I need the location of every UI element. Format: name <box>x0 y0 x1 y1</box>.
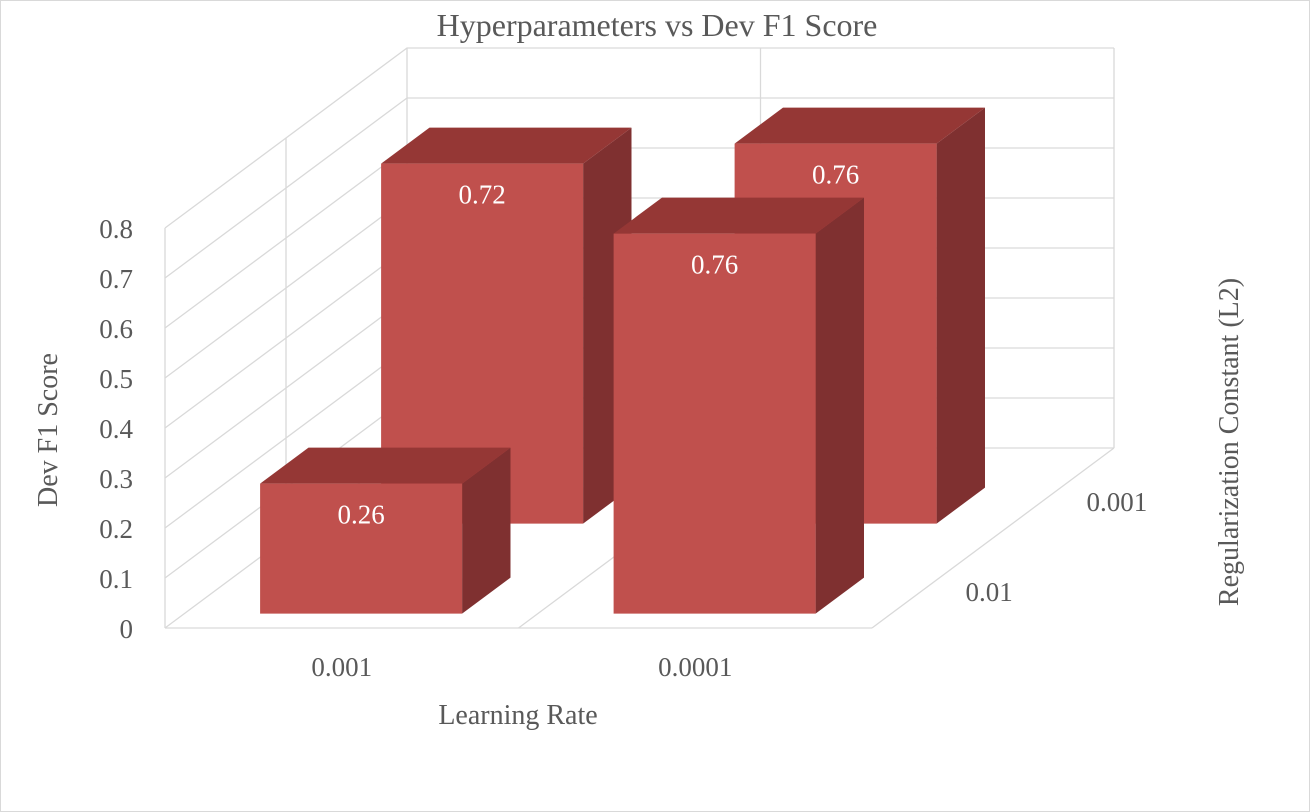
bar-top <box>613 197 864 234</box>
bar-side <box>462 447 511 614</box>
y-axis-title: Dev F1 Score <box>33 353 64 507</box>
bar-top <box>381 127 632 164</box>
y-tick-label: 0 <box>120 614 134 644</box>
axis-labels: 0 0.1 0.2 0.3 0.4 0.5 0.6 0.7 0.8 0.001 0.0001 0.01… <box>99 214 1147 682</box>
data-label: 0.76 <box>691 250 738 280</box>
floor-edge <box>871 447 1115 629</box>
z-tick-label: 0.01 <box>966 577 1013 607</box>
bar-side <box>936 107 985 524</box>
bar-front <box>381 163 584 524</box>
y-tick-label: 0.6 <box>99 314 133 344</box>
y-tick-label: 0.4 <box>99 414 133 444</box>
bar-front <box>613 233 816 614</box>
y-tick-label: 0.3 <box>99 464 133 494</box>
bar: 0.76 <box>613 197 864 614</box>
bars: 0.72 0.76 0.26 0.76 <box>260 107 985 614</box>
bar-side <box>815 197 864 614</box>
data-label: 0.72 <box>458 180 505 210</box>
data-label: 0.76 <box>812 160 859 190</box>
y-tick-label: 0.7 <box>99 264 133 294</box>
bar: 0.26 <box>260 447 511 614</box>
y-tick-label: 0.5 <box>99 364 133 394</box>
x-tick-label: 0.0001 <box>658 652 732 682</box>
x-tick-label: 0.001 <box>311 652 372 682</box>
chart-title: Hyperparameters vs Dev F1 Score <box>437 7 878 43</box>
bar-top <box>260 447 511 484</box>
y-tick-label: 0.2 <box>99 514 133 544</box>
bar-front <box>260 483 463 614</box>
z-axis-title: Regularization Constant (L2) <box>1214 278 1245 606</box>
data-label: 0.26 <box>337 500 384 530</box>
y-tick-label: 0.1 <box>99 564 133 594</box>
z-tick-label: 0.001 <box>1087 487 1148 517</box>
y-tick-label: 0.8 <box>99 214 133 244</box>
bar-top <box>734 107 985 144</box>
x-axis-title: Learning Rate <box>438 700 597 731</box>
